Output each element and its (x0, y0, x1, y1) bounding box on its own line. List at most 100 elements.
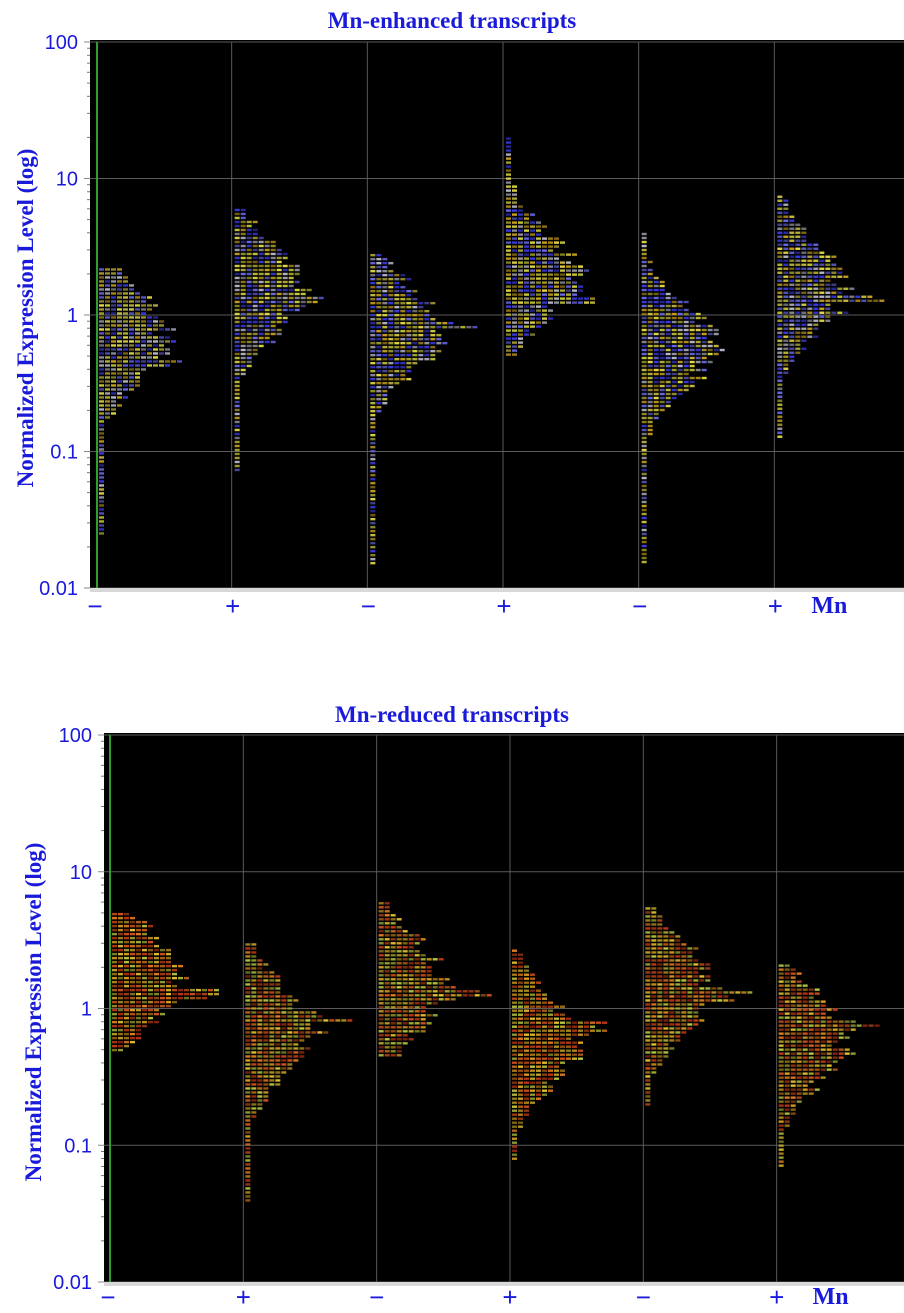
data-point (263, 1083, 269, 1086)
data-point (370, 277, 376, 281)
data-point (651, 955, 657, 958)
data-point (832, 1024, 838, 1027)
data-point (512, 1133, 517, 1136)
data-point (269, 1015, 275, 1018)
data-point (382, 269, 388, 273)
data-point (99, 304, 104, 307)
data-point (693, 975, 699, 978)
data-point (408, 994, 414, 997)
data-point (651, 935, 657, 938)
data-point (641, 444, 647, 448)
data-point (438, 958, 444, 961)
data-point (293, 1035, 299, 1038)
data-point (796, 1000, 802, 1003)
data-point (518, 1093, 523, 1096)
data-point (160, 976, 165, 980)
data-point (506, 341, 511, 344)
data-point (548, 1061, 553, 1064)
data-point (263, 1047, 269, 1050)
data-point (713, 352, 719, 356)
data-point (270, 328, 276, 332)
data-point (548, 253, 553, 256)
data-point (252, 320, 258, 324)
data-point (536, 237, 541, 240)
data-point (240, 208, 246, 212)
data-point (234, 264, 240, 268)
data-point (647, 408, 653, 412)
data-point (695, 328, 701, 332)
data-point (512, 341, 517, 344)
data-point (801, 247, 807, 250)
data-point (653, 288, 659, 292)
data-point (390, 998, 396, 1001)
data-point (166, 1000, 171, 1004)
data-point (645, 1027, 651, 1030)
data-point (245, 1183, 251, 1186)
data-point (777, 423, 783, 426)
data-point (671, 348, 677, 352)
data-point (382, 373, 388, 377)
data-point (112, 928, 117, 932)
data-point (263, 1039, 269, 1042)
data-point (802, 1068, 808, 1071)
data-point (641, 496, 647, 500)
data-point (282, 264, 288, 268)
data-point (246, 304, 252, 308)
data-point (641, 552, 647, 556)
data-point (647, 316, 653, 320)
data-point (123, 284, 128, 287)
data-point (112, 1044, 117, 1048)
data-point (784, 1028, 790, 1031)
data-point (832, 1056, 838, 1059)
data-point (257, 1035, 263, 1038)
data-point (240, 344, 246, 348)
data-point (701, 316, 707, 320)
data-point (554, 1013, 559, 1016)
data-point (560, 293, 565, 296)
data-point (560, 253, 565, 256)
data-point (105, 316, 110, 319)
data-point (832, 1048, 838, 1051)
data-point (560, 1033, 565, 1036)
data-point (438, 978, 444, 981)
data-point (430, 301, 436, 305)
data-point (111, 400, 116, 403)
data-point (245, 951, 251, 954)
data-point (275, 975, 281, 978)
data-point (693, 991, 699, 994)
data-point (536, 313, 541, 316)
data-point (124, 1000, 129, 1004)
data-point (275, 1063, 281, 1066)
data-point (560, 297, 565, 300)
data-point (524, 993, 529, 996)
data-point (111, 280, 116, 283)
data-point (111, 340, 116, 343)
data-point (432, 986, 438, 989)
data-point (651, 911, 657, 914)
data-point (388, 377, 394, 381)
data-point (789, 247, 795, 250)
data-point (300, 300, 306, 304)
data-point (382, 321, 388, 325)
data-point (831, 275, 837, 278)
data-point (512, 1045, 517, 1048)
data-point (826, 1024, 832, 1027)
data-point (653, 360, 659, 364)
data-point (117, 396, 122, 399)
data-point (424, 301, 430, 305)
data-point (135, 364, 140, 367)
data-point (777, 251, 783, 254)
data-point (506, 137, 511, 140)
data-point (641, 480, 647, 484)
data-point (251, 963, 257, 966)
data-point (560, 1053, 565, 1056)
data-point (862, 1024, 868, 1027)
data-point (560, 285, 565, 288)
data-point (784, 1060, 790, 1063)
data-point (99, 388, 104, 391)
data-point (653, 312, 659, 316)
data-point (432, 978, 438, 981)
data-point (275, 1059, 281, 1062)
data-point (512, 1049, 517, 1052)
data-point (647, 292, 653, 296)
